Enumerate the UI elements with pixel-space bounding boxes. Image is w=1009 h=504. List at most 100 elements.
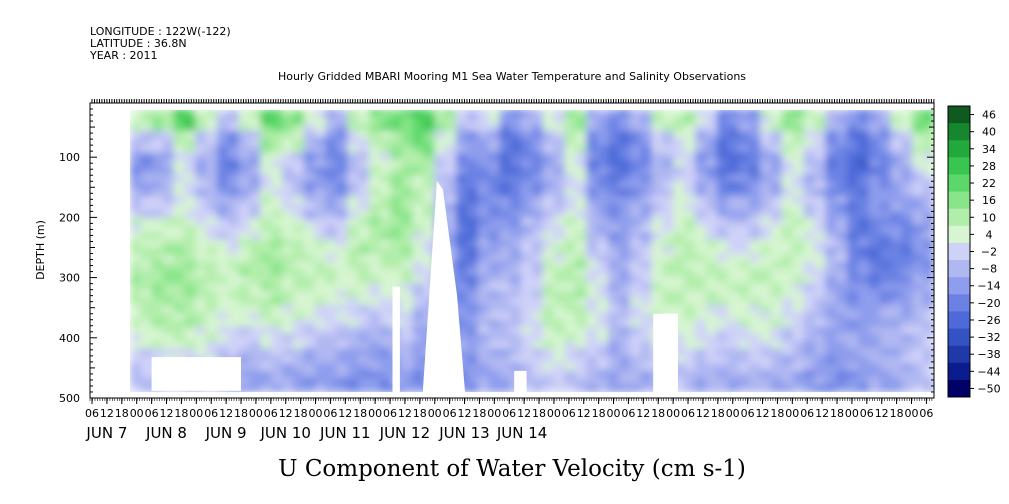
field-cell: [618, 159, 631, 168]
field-cell: [173, 326, 185, 335]
field-cell: [857, 370, 870, 379]
field-cell: [227, 297, 240, 306]
field-cell: [347, 188, 359, 197]
field-cell: [716, 268, 729, 277]
field-cell: [325, 174, 338, 183]
field-cell: [792, 232, 805, 241]
field-cell: [184, 326, 196, 335]
field-cell: [184, 167, 196, 175]
field-cell: [227, 167, 240, 175]
field-cell: [347, 246, 359, 255]
field-cell: [760, 232, 772, 241]
field-cell: [292, 304, 305, 313]
field-cell: [390, 145, 403, 154]
field-cell: [586, 203, 598, 212]
field-cell: [249, 130, 261, 139]
field-cell: [195, 348, 207, 357]
field-cell: [249, 254, 261, 262]
field-cell: [727, 239, 740, 248]
field-cell: [629, 333, 642, 342]
field-cell: [260, 181, 272, 190]
field-cell: [825, 312, 837, 321]
field-cell: [662, 203, 674, 212]
field-cell: [173, 167, 185, 175]
field-cell: [738, 312, 750, 321]
field-cell: [825, 261, 837, 270]
field-cell: [455, 130, 468, 139]
field-cell: [325, 319, 338, 328]
field-cell: [412, 355, 424, 364]
field-cell: [314, 188, 327, 197]
field-cell: [542, 326, 555, 335]
field-cell: [412, 319, 424, 328]
field-cell: [260, 159, 272, 168]
field-cell: [499, 203, 511, 212]
field-cell: [553, 312, 566, 321]
field-cell: [140, 326, 153, 335]
x-tick-label: 06: [145, 407, 159, 420]
field-cell: [369, 341, 381, 350]
field-cell: [542, 283, 555, 292]
field-cell: [705, 138, 718, 146]
field-cell: [553, 304, 566, 313]
x-tick-label: 12: [160, 407, 174, 420]
field-cell: [847, 333, 859, 342]
field-cell: [749, 116, 761, 125]
field-cell: [771, 362, 783, 371]
field-cell: [771, 239, 783, 248]
field-cell: [629, 232, 642, 241]
field-cell: [466, 362, 479, 371]
field-cell: [694, 312, 707, 321]
field-cell: [412, 123, 424, 132]
field-cell: [803, 348, 816, 357]
field-cell: [271, 196, 283, 204]
field-cell: [423, 217, 435, 226]
field-cell: [488, 268, 500, 277]
field-cell: [412, 384, 424, 393]
field-cell: [901, 275, 913, 284]
field-cell: [532, 370, 544, 379]
field-cell: [488, 362, 500, 371]
field-cell: [303, 268, 316, 277]
field-cell: [890, 246, 902, 255]
field-cell: [390, 123, 403, 132]
field-cell: [792, 123, 805, 132]
field-cell: [532, 304, 544, 313]
field-cell: [608, 225, 620, 233]
field-cell: [271, 159, 283, 168]
field-cell: [564, 159, 577, 168]
field-cell: [369, 297, 381, 306]
field-cell: [705, 217, 718, 226]
field-cell: [553, 167, 566, 175]
field-cell: [303, 312, 316, 321]
field-cell: [597, 312, 609, 321]
field-cell: [684, 319, 696, 328]
field-cell: [477, 159, 490, 168]
field-cell: [282, 348, 294, 357]
field-cell: [662, 196, 674, 204]
field-cell: [249, 116, 261, 125]
field-cell: [803, 304, 816, 313]
field-cell: [401, 246, 414, 255]
field-cell: [303, 152, 316, 161]
field-cell: [640, 261, 653, 270]
field-cell: [640, 283, 653, 292]
field-cell: [510, 341, 522, 350]
field-cell: [532, 326, 544, 335]
field-cell: [162, 232, 175, 241]
field-cell: [923, 116, 934, 125]
field-cell: [760, 312, 772, 321]
field-cell: [488, 152, 500, 161]
field-cell: [238, 130, 251, 139]
field-cell: [216, 290, 229, 299]
field-cell: [564, 109, 577, 117]
field-cell: [521, 384, 533, 393]
field-cell: [303, 174, 316, 183]
field-cell: [151, 138, 164, 146]
field-cell: [792, 275, 805, 284]
field-cell: [684, 232, 696, 241]
field-cell: [901, 174, 913, 183]
field-cell: [466, 333, 479, 342]
field-cell: [401, 341, 414, 350]
field-cell: [412, 217, 424, 226]
